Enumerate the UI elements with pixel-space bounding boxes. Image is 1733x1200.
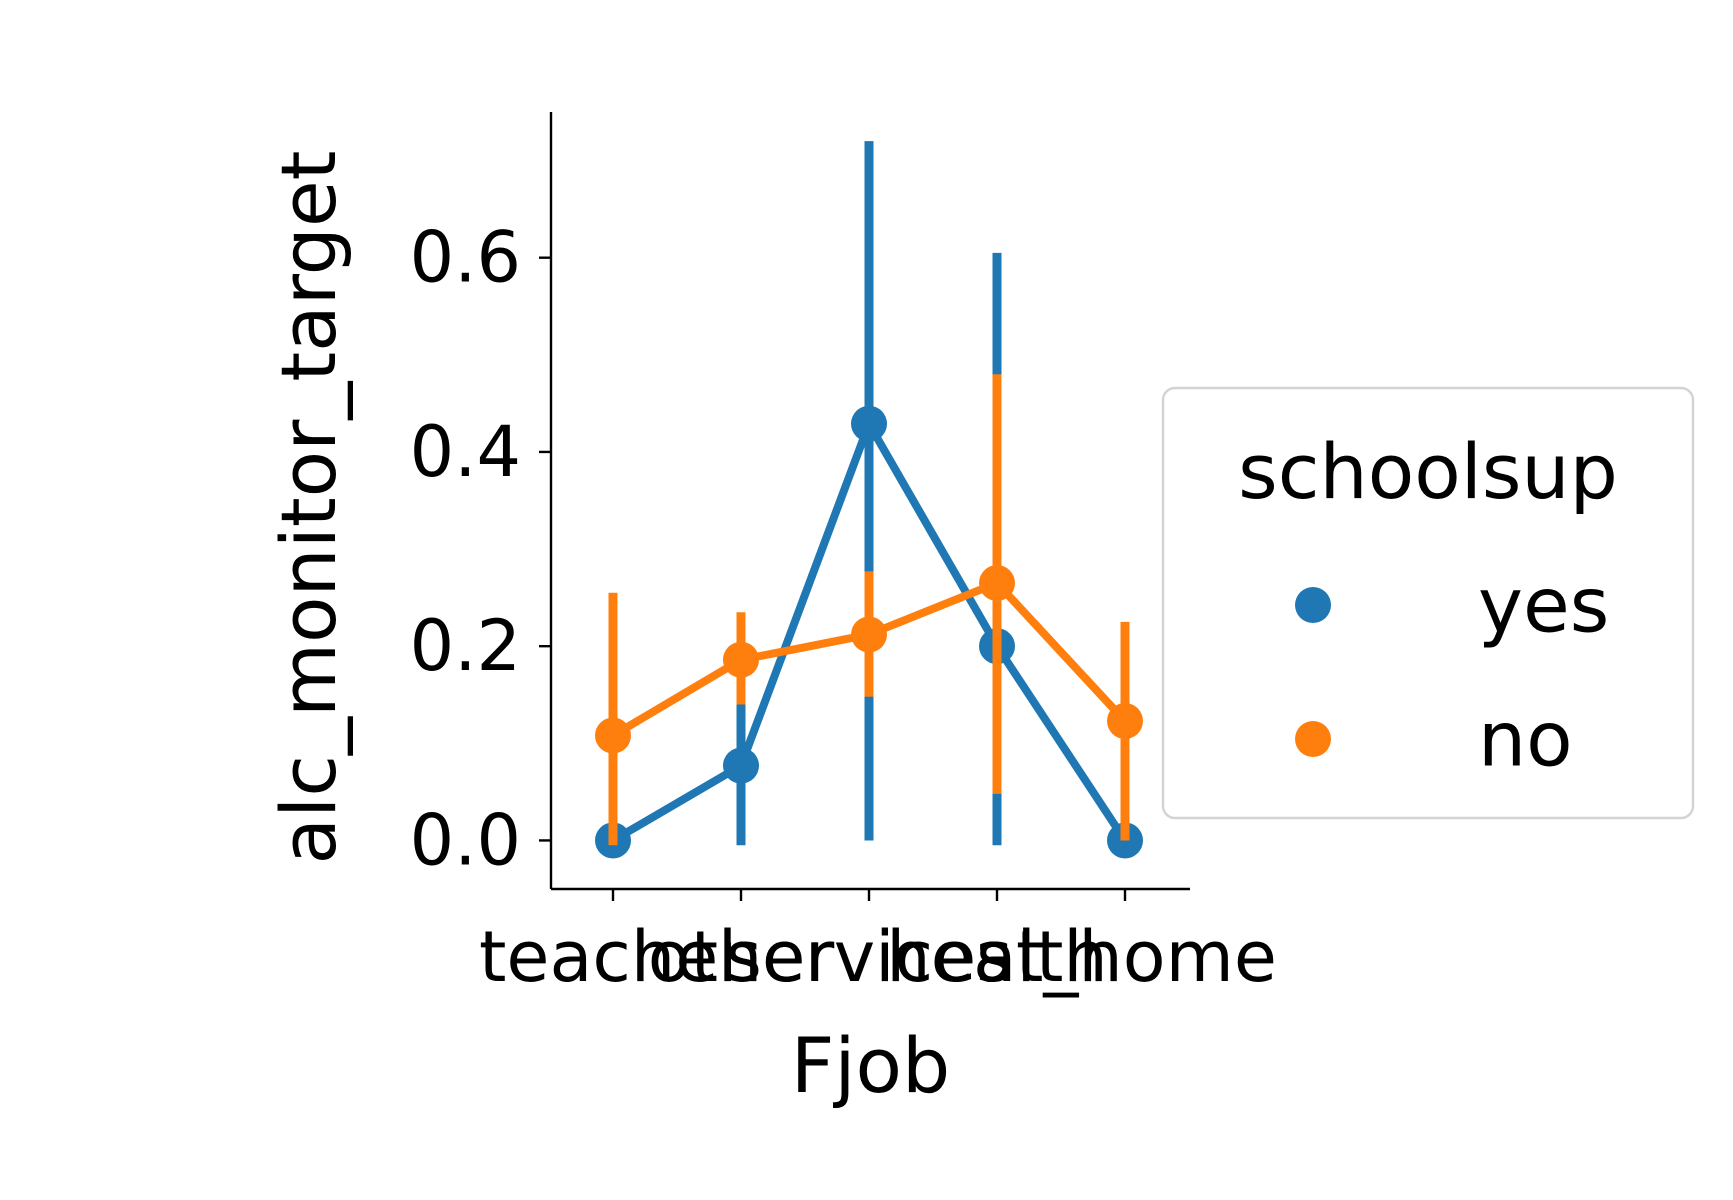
x-tick-label: other	[648, 916, 835, 998]
legend-title: schoolsup	[1238, 427, 1618, 516]
axes	[549, 112, 1190, 891]
series-group	[595, 141, 1143, 859]
legend-label: yes	[1478, 561, 1609, 650]
series-no	[595, 374, 1143, 846]
data-point	[723, 641, 759, 678]
legend-marker	[1295, 587, 1331, 623]
x-tick-label: health	[886, 916, 1108, 998]
data-point	[851, 405, 887, 442]
legend-frame	[1161, 386, 1695, 820]
legend-label: no	[1478, 695, 1573, 784]
series-yes	[595, 141, 1143, 859]
x-axis-title: Fjob	[791, 1021, 951, 1110]
y-tick-label: 0.0	[410, 799, 521, 881]
data-point	[851, 616, 887, 653]
data-point	[723, 747, 759, 784]
y-tick-label: 0.6	[410, 217, 521, 299]
x-tick-label: services	[725, 916, 1012, 998]
y-ticks: 0.0 0.2 0.4 0.6	[410, 217, 551, 881]
y-tick-label: 0.4	[410, 411, 521, 493]
x-tick-label: at_home	[973, 916, 1277, 998]
x-tick-label: teacher	[479, 916, 747, 998]
legend-marker	[1295, 721, 1331, 757]
legend-item-no: no	[1295, 695, 1573, 784]
legend-item-yes: yes	[1295, 561, 1609, 650]
legend: schoolsup yes no	[1161, 386, 1695, 820]
data-point	[595, 717, 631, 754]
y-tick-label: 0.2	[410, 605, 521, 687]
data-point	[979, 565, 1015, 602]
data-point	[1107, 702, 1143, 739]
y-axis-title: alc_monitor_target	[264, 151, 353, 865]
